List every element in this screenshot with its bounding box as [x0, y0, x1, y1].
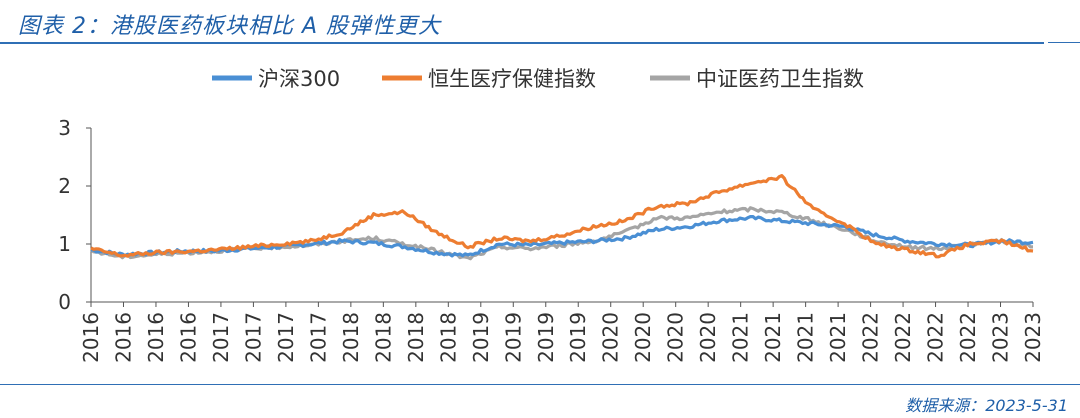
x-tick-label-8: 2017 [306, 312, 330, 363]
x-tick-label-11: 2018 [404, 312, 428, 363]
page-title: 图表 2：港股医药板块相比 A 股弹性更大 [18, 14, 442, 39]
series-lines [89, 174, 1034, 261]
legend: 沪深300 恒生医疗保健指数 中证医药卫生指数 [212, 67, 864, 91]
x-tick-label-18: 2020 [631, 312, 655, 363]
axes: 0 1 2 3 2016 2016 2016 2016 2017 2017 2017 2017 2018… [58, 116, 1045, 363]
x-tick-label-6: 2017 [241, 312, 265, 363]
x-tick-label-12: 2018 [436, 312, 460, 363]
x-tick-label-14: 2019 [501, 312, 525, 363]
y-tick-label-0: 0 [58, 290, 71, 314]
series-line-2 [90, 174, 1034, 259]
x-tick-label-3: 2016 [144, 312, 168, 363]
x-tick-label-7: 2017 [274, 312, 298, 363]
x-tick-label-25: 2022 [859, 312, 883, 363]
legend-label-1: 沪深300 [258, 67, 340, 91]
x-tick-label-26: 2022 [891, 312, 915, 363]
x-tick-label-1: 2016 [79, 312, 103, 363]
x-tick-label-19: 2020 [664, 312, 688, 363]
x-tick-label-23: 2021 [794, 312, 818, 363]
x-tick-label-21: 2021 [729, 312, 753, 363]
x-tick-label-5: 2017 [209, 312, 233, 363]
legend-label-2: 恒生医疗保健指数 [428, 67, 596, 91]
y-tick-label-1: 1 [58, 232, 71, 256]
x-tick-label-9: 2018 [339, 312, 363, 363]
x-tick-label-15: 2019 [534, 312, 558, 363]
footer-divider [0, 384, 1080, 385]
x-tick-label-10: 2018 [371, 312, 395, 363]
legend-label-3: 中证医药卫生指数 [696, 67, 864, 91]
x-tick-label-24: 2021 [826, 312, 850, 363]
y-tick-label-2: 2 [58, 174, 71, 198]
title-divider [0, 42, 1044, 44]
line-chart: 沪深300 恒生医疗保健指数 中证医药卫生指数 0 1 2 3 2016 2016 2016 20… [58, 67, 1045, 363]
x-tick-label-17: 2020 [599, 312, 623, 363]
x-tick-label-28: 2022 [956, 312, 980, 363]
y-tick-label-3: 3 [58, 116, 71, 140]
x-tick-label-16: 2019 [566, 312, 590, 363]
x-tick-label-13: 2019 [469, 312, 493, 363]
x-tick-label-2: 2016 [111, 312, 135, 363]
source-note: 数据来源：2023-5-31 [905, 396, 1068, 415]
x-tick-label-30: 2023 [1021, 312, 1045, 363]
x-tick-label-29: 2023 [989, 312, 1013, 363]
x-tick-label-4: 2016 [176, 312, 200, 363]
x-tick-label-20: 2020 [696, 312, 720, 363]
x-tick-label-27: 2022 [924, 312, 948, 363]
x-tick-label-22: 2021 [761, 312, 785, 363]
title-divider-right [1048, 42, 1080, 43]
